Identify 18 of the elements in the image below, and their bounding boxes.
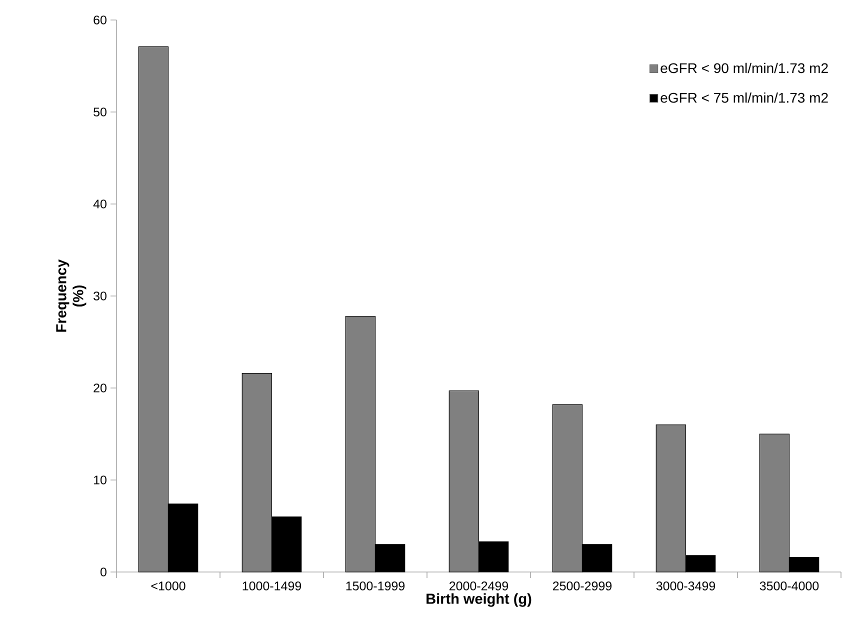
y-tick-label: 60: [94, 16, 106, 24]
y-axis-title: Frequency (%): [56, 259, 86, 332]
x-tick-label: 3500-4000: [760, 582, 819, 590]
x-tick-label: 1000-1499: [242, 582, 302, 590]
legend-label: eGFR < 75 ml/min/1.73 m2: [660, 92, 828, 103]
x-tick-label: 2500-2999: [552, 582, 612, 590]
x-tick-label: 1500-1999: [346, 582, 405, 590]
x-tick-label: 2000-2499: [449, 582, 508, 590]
x-tick-label: <1000: [151, 582, 186, 590]
y-tick-label: 20: [94, 384, 106, 392]
legend-label: eGFR < 90 ml/min/1.73 m2: [660, 62, 828, 74]
y-tick-label: 0: [100, 568, 106, 576]
y-tick-label: 40: [93, 200, 106, 208]
x-tick-label: 3000-3499: [656, 582, 716, 590]
x-axis-title: Birth weight (g): [426, 593, 532, 607]
y-tick-label: 10: [94, 476, 106, 484]
y-tick-label: 50: [94, 108, 106, 116]
y-tick-label: 30: [94, 292, 106, 300]
